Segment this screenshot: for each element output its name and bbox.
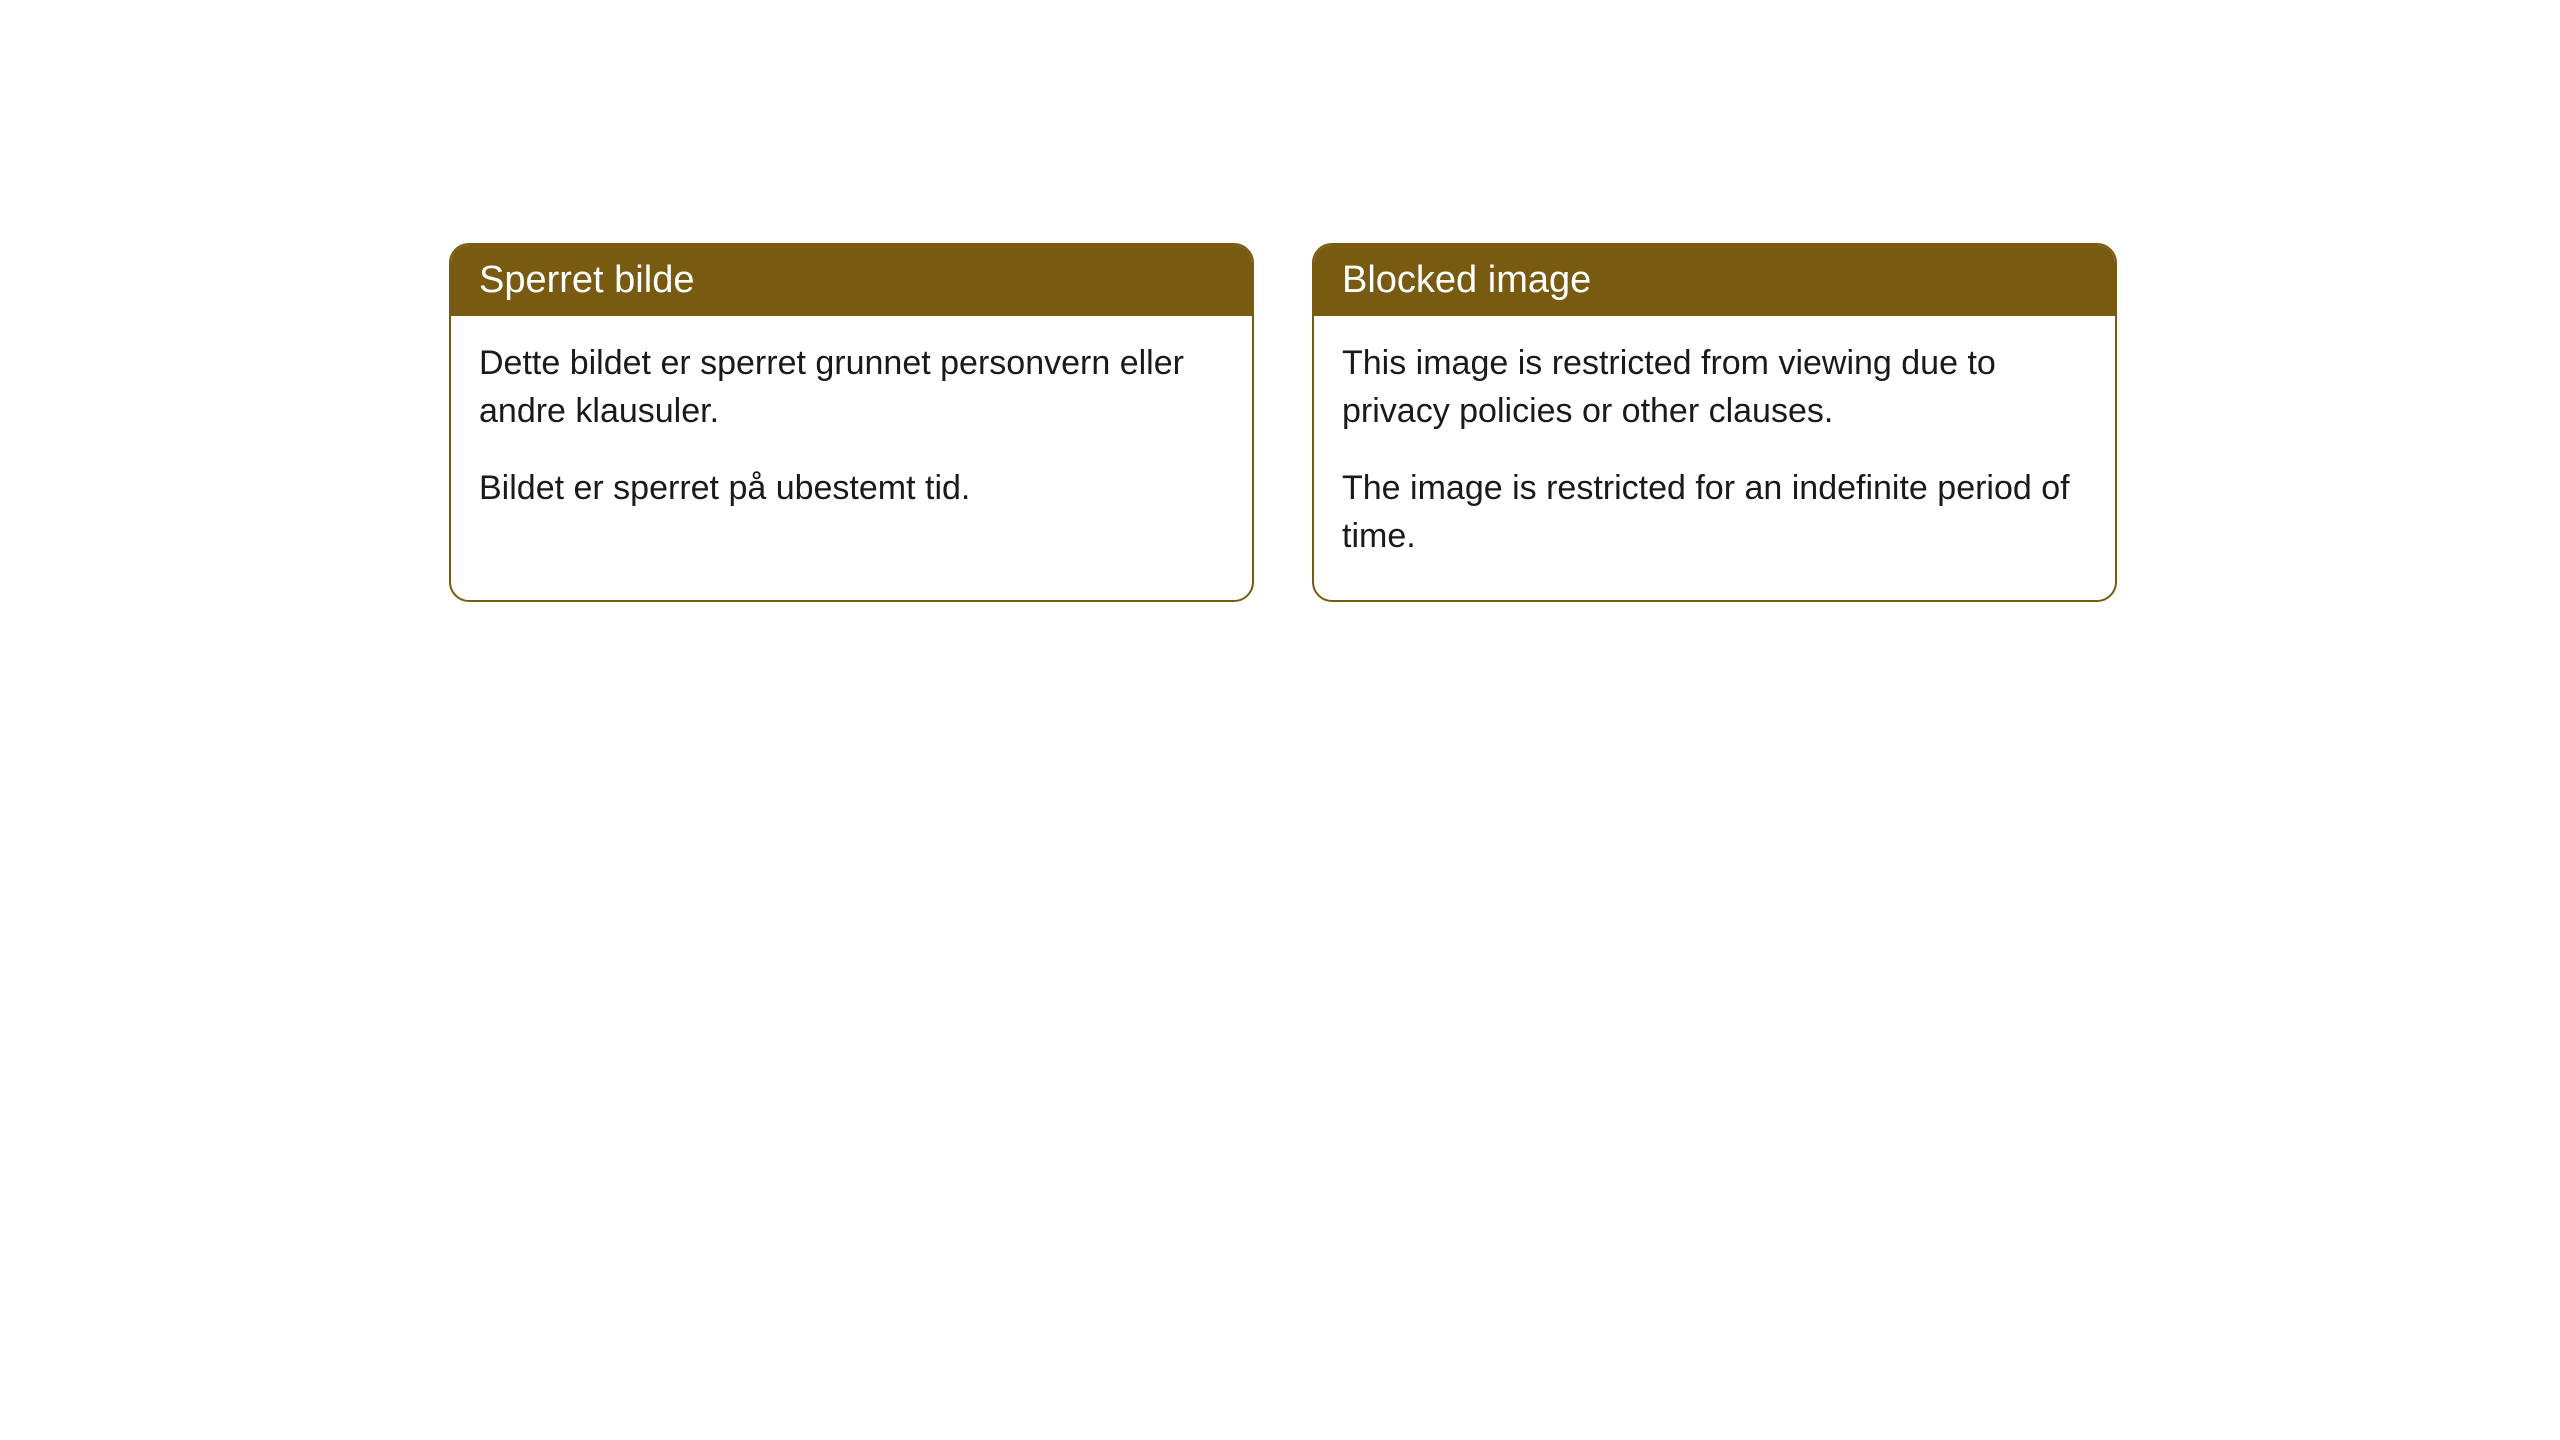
card-paragraph: Dette bildet er sperret grunnet personve… (479, 340, 1224, 435)
notice-cards-container: Sperret bilde Dette bildet er sperret gr… (449, 243, 2117, 602)
card-header: Blocked image (1314, 245, 2115, 316)
blocked-image-card-english: Blocked image This image is restricted f… (1312, 243, 2117, 602)
card-body: This image is restricted from viewing du… (1314, 316, 2115, 600)
card-title: Blocked image (1342, 259, 1591, 301)
card-title: Sperret bilde (479, 259, 694, 301)
card-paragraph: Bildet er sperret på ubestemt tid. (479, 465, 1224, 513)
card-body: Dette bildet er sperret grunnet personve… (451, 316, 1252, 553)
card-paragraph: The image is restricted for an indefinit… (1342, 465, 2087, 560)
blocked-image-card-norwegian: Sperret bilde Dette bildet er sperret gr… (449, 243, 1254, 602)
card-paragraph: This image is restricted from viewing du… (1342, 340, 2087, 435)
card-header: Sperret bilde (451, 245, 1252, 316)
